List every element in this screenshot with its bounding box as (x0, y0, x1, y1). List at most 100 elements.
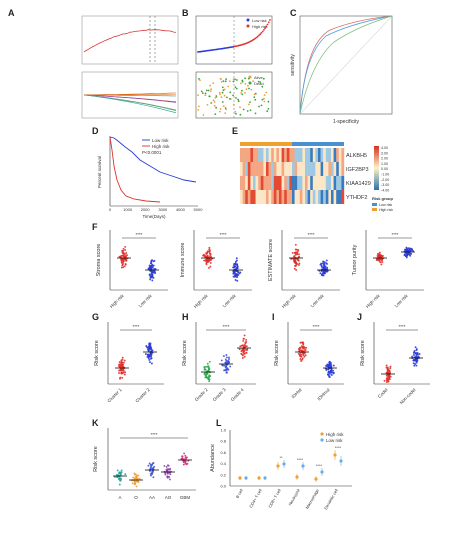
dot-point (146, 346, 149, 349)
heatmap-scale-tick: -2.00 (381, 178, 389, 182)
dot-point (168, 476, 171, 478)
dot-point (150, 362, 153, 365)
l-cell-label: Macrophage (304, 487, 320, 509)
dot-point (386, 366, 389, 369)
dot-point (121, 356, 124, 359)
dot-point (206, 376, 209, 379)
dot-point (298, 253, 300, 256)
dot-point (322, 272, 325, 275)
dot-point (236, 270, 239, 273)
dot-point (119, 376, 122, 379)
dot-point (414, 356, 417, 358)
survival-point (254, 98, 257, 101)
dot-point (205, 365, 207, 368)
panel-f: **** Stroma score High risk Low risk ***… (96, 230, 424, 309)
heatmap-cell (297, 148, 300, 162)
dot-point (153, 465, 156, 468)
l-point-high (257, 476, 261, 480)
k-group-label: O (134, 495, 138, 500)
h-group-label: Grade 2 (194, 387, 209, 402)
coef-path (83, 94, 177, 111)
heatmap-cell (276, 148, 280, 162)
heatmap-cell (260, 148, 264, 162)
heatmap-cell (328, 162, 332, 176)
dot-point (151, 279, 154, 282)
dot-point (205, 255, 208, 258)
dot-point (294, 251, 297, 254)
dot-point (233, 270, 236, 273)
heatmap-cell (312, 148, 316, 162)
dot-point (378, 253, 381, 256)
k-sig: **** (150, 432, 157, 437)
heatmap-cell (266, 176, 269, 190)
heatmap-cell (276, 176, 280, 190)
survival-point (239, 113, 242, 116)
heatmap-cell (286, 190, 290, 204)
heatmap-cell (292, 148, 295, 162)
dot-point (183, 452, 186, 455)
dot-point (149, 268, 152, 270)
dot-point (126, 254, 128, 257)
dot-point (149, 262, 152, 265)
heatmap-cell (286, 148, 290, 162)
dot-point (185, 457, 187, 460)
dot-point (330, 374, 333, 376)
heatmap-cell (315, 176, 319, 190)
risk-curve-point (259, 33, 262, 36)
survival-point (266, 110, 269, 113)
survival-point (223, 94, 226, 97)
dot-point (409, 252, 412, 255)
survival-point (225, 108, 228, 111)
dot-point (123, 265, 126, 268)
heatmap-cell (333, 162, 337, 176)
survival-point (254, 112, 257, 115)
survival-point (208, 95, 211, 98)
dot-point (418, 353, 421, 355)
risk-curve-point (261, 30, 264, 33)
heatmap-cell (279, 190, 282, 204)
panel-c-frame (299, 15, 393, 115)
heatmap-scale-tick: -4.00 (381, 188, 389, 192)
dot-point (123, 359, 126, 362)
dot-point (332, 364, 335, 367)
dot-point (120, 469, 123, 472)
heatmap-cell (328, 190, 332, 204)
survival-point (236, 79, 238, 81)
dot-point (148, 462, 151, 465)
dot-point (294, 264, 296, 267)
heatmap-cell (331, 176, 334, 190)
dot-point (244, 341, 247, 344)
l-cell: **** Neutrophil (287, 457, 305, 506)
heatmap-cell (289, 190, 293, 204)
survival-point (246, 110, 249, 112)
heatmap-cell (307, 176, 311, 190)
dot-point (151, 463, 154, 466)
heatmap-cell (307, 190, 311, 204)
heatmap-cell (312, 162, 316, 176)
dot-point (148, 264, 151, 267)
f-plot-immune: **** Immune score High risk Low risk (180, 230, 252, 309)
dot-point (330, 369, 333, 372)
dot-point (150, 352, 153, 355)
dot-point (152, 476, 155, 479)
heatmap-gene-label: IGF2BP3 (346, 167, 369, 173)
heatmap-cell (271, 190, 274, 204)
dot-point (118, 363, 121, 366)
panel-h: **** Risk score Grade 2 Grade 3 Grade 4 (182, 322, 256, 402)
survival-point (244, 92, 246, 94)
dot-point (124, 245, 127, 248)
dot-point (149, 469, 151, 472)
dot-point (152, 270, 155, 273)
heatmap-scale-tick: -3.00 (381, 183, 389, 187)
dot-point (293, 255, 296, 258)
dot-point (242, 337, 245, 340)
panel-d-ylabel: Percent survival (97, 156, 102, 188)
dot-point (297, 258, 300, 261)
dot-point (409, 254, 412, 257)
heatmap-cell (266, 190, 269, 204)
heatmap-cell (338, 190, 342, 204)
heatmap-cell (263, 162, 267, 176)
dot-point (208, 360, 211, 363)
l-cell: ** CD8+ T cell (267, 455, 286, 509)
